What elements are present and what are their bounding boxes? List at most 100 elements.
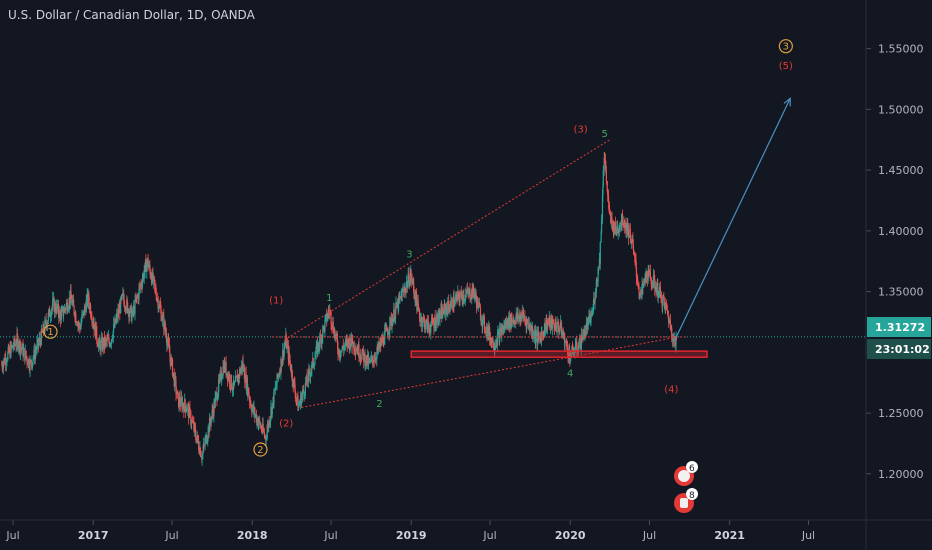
candle-body (407, 281, 409, 288)
candle-body (583, 329, 585, 332)
candle-body (480, 320, 482, 322)
primary-wave-label: 1 (47, 327, 53, 338)
candle-body (73, 299, 75, 306)
candle-body (627, 225, 629, 233)
candle-body (211, 410, 213, 417)
price-axis[interactable]: 1.550001.500001.450001.400001.350001.300… (866, 43, 924, 481)
candle-body (582, 329, 584, 341)
candle-body (251, 408, 253, 413)
candle-body (464, 299, 466, 300)
candle-body (353, 350, 356, 351)
candle-body (202, 450, 204, 455)
candle-body (247, 387, 249, 395)
candle-body (565, 341, 567, 343)
candle-body (27, 359, 29, 366)
candle-body (342, 345, 344, 349)
candle-body (242, 361, 244, 370)
candle-body (474, 294, 476, 297)
candle-body (418, 309, 421, 318)
projection-arrowhead (783, 97, 791, 107)
candle-body (479, 307, 482, 320)
time-axis[interactable]: Jul 2017 Jul 2018 Jul 2019 Jul 2020 Jul 2021 Jul (5, 520, 815, 542)
candle-body (475, 298, 478, 308)
candle-body (358, 357, 360, 359)
candle-body (53, 302, 56, 312)
candle-body (621, 213, 624, 226)
candle-body (507, 318, 509, 327)
candle-body (40, 329, 42, 345)
candle-body (252, 405, 254, 409)
candle-body (108, 341, 110, 346)
ideas-badge[interactable]: 6 (674, 461, 698, 486)
candle-body (129, 306, 131, 314)
candle-body (145, 260, 147, 272)
candle-body (522, 311, 524, 314)
candle-body (655, 288, 658, 293)
candle-body (318, 346, 320, 348)
candle-body (36, 343, 38, 351)
price-tick-label: 1.45000 (878, 164, 924, 177)
candle-body (301, 393, 303, 398)
projection-arrow[interactable] (674, 98, 791, 341)
candle-body (136, 297, 138, 298)
candle-body (427, 321, 429, 332)
candle-body (632, 239, 634, 245)
candle-body (13, 338, 15, 345)
candle-body (371, 356, 374, 360)
candle-body (138, 288, 140, 300)
candle-body (245, 378, 248, 389)
candle-body (194, 424, 196, 429)
candle-body (141, 279, 144, 287)
candle-body (298, 404, 300, 406)
candle-body (347, 339, 349, 347)
candle-body (146, 258, 148, 263)
candle-body (556, 321, 558, 333)
candle-body (184, 399, 186, 407)
candle-body (332, 321, 334, 332)
candle-body (652, 275, 655, 287)
candle-body (351, 335, 354, 344)
candle-body (15, 344, 17, 346)
candle-body (595, 280, 597, 294)
candle-body (590, 314, 592, 320)
candle-body (109, 344, 111, 346)
candle-body (180, 396, 182, 406)
candle-body (460, 291, 462, 295)
candle-body (249, 397, 251, 402)
candle-body (1, 364, 3, 368)
candle-body (431, 317, 433, 326)
candle-body (21, 344, 23, 350)
candle-body (149, 264, 151, 270)
candle-body (46, 324, 48, 328)
candle-body (441, 307, 443, 319)
time-tick-label: Jul (801, 529, 815, 542)
candle-body (199, 448, 201, 457)
candle-body (308, 369, 310, 371)
candle-body (544, 323, 546, 333)
candle-body (254, 415, 256, 416)
candle-body (434, 316, 436, 328)
candle-body (225, 373, 228, 376)
candle-body (309, 369, 311, 375)
candle-body (8, 346, 10, 353)
candle-body (2, 362, 5, 369)
events-badge[interactable]: 8 (674, 488, 698, 513)
candle-body (303, 394, 306, 396)
candle-body (221, 378, 223, 381)
candle-body (41, 329, 43, 333)
candle-body (160, 306, 162, 310)
candle-body (330, 311, 332, 324)
candle-body (345, 340, 347, 342)
candle-body (445, 307, 447, 314)
candle-body (361, 353, 363, 360)
candle-body (181, 403, 184, 409)
candle-body (207, 437, 209, 441)
candle-body (506, 318, 508, 325)
candle-body (115, 318, 117, 323)
candle-body (14, 343, 16, 345)
candle-body (92, 321, 94, 324)
candle-body (672, 337, 675, 342)
support-zone[interactable] (410, 350, 708, 358)
candle-body (235, 376, 237, 381)
